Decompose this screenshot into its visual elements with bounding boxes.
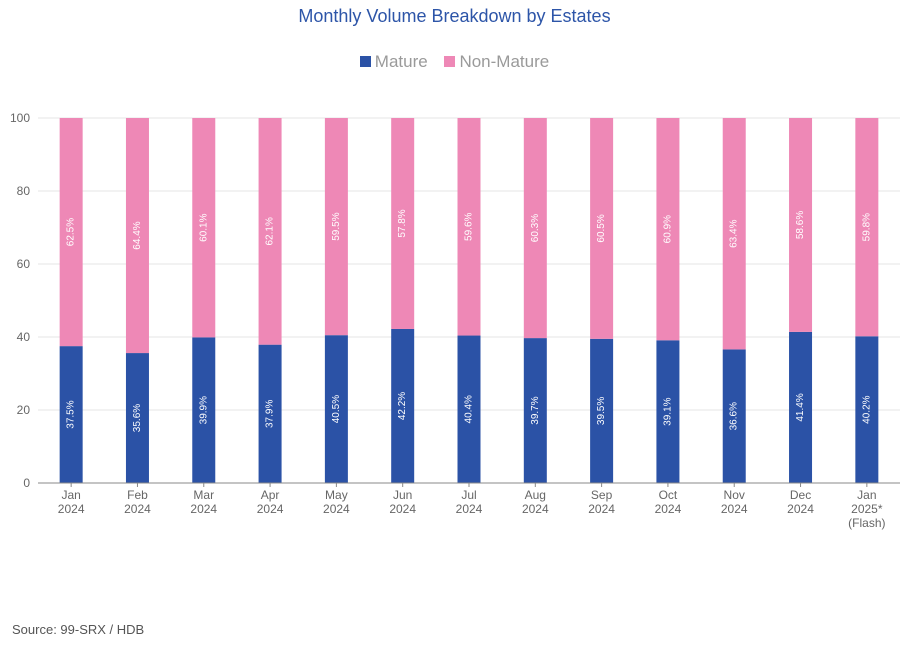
data-label-non-mature: 59.5% <box>331 212 342 240</box>
bar-non-mature[interactable] <box>789 118 813 332</box>
data-label-mature: 40.5% <box>331 395 342 423</box>
x-tick-label: Dec <box>790 488 811 502</box>
bar-mature[interactable] <box>722 349 746 483</box>
x-tick-label: 2024 <box>655 502 682 516</box>
data-label-mature: 39.1% <box>662 397 673 425</box>
x-tick-label: 2024 <box>787 502 814 516</box>
x-tick-label: 2024 <box>323 502 350 516</box>
bar-mature[interactable] <box>324 335 348 483</box>
data-label-mature: 42.2% <box>397 392 408 420</box>
bar-mature[interactable] <box>789 331 813 483</box>
x-tick-label: Jun <box>393 488 412 502</box>
data-label-mature: 39.9% <box>198 396 209 424</box>
y-tick-label: 100 <box>10 111 30 125</box>
x-tick-label: Jan <box>61 488 80 502</box>
data-label-non-mature: 62.1% <box>265 217 276 245</box>
y-tick-label: 20 <box>17 403 31 417</box>
bar-mature[interactable] <box>391 328 415 483</box>
y-tick-label: 40 <box>17 330 31 344</box>
data-label-non-mature: 62.5% <box>66 218 77 246</box>
x-tick-label: 2024 <box>124 502 151 516</box>
data-label-mature: 35.6% <box>132 404 143 432</box>
x-tick-label: May <box>325 488 348 502</box>
x-tick-label: 2024 <box>721 502 748 516</box>
legend-swatch-non-mature <box>444 56 456 67</box>
data-label-non-mature: 57.8% <box>397 209 408 237</box>
bar-non-mature[interactable] <box>192 118 216 338</box>
x-tick-label: Oct <box>659 488 678 502</box>
bar-mature[interactable] <box>59 346 83 483</box>
legend-item-mature[interactable]: Mature <box>359 52 428 72</box>
data-label-mature: 37.9% <box>265 400 276 428</box>
x-tick-label: 2024 <box>456 502 483 516</box>
data-label-non-mature: 58.6% <box>795 211 806 239</box>
bar-non-mature[interactable] <box>855 118 879 337</box>
data-label-non-mature: 60.9% <box>662 215 673 243</box>
data-label-mature: 36.6% <box>729 402 740 430</box>
x-tick-label: Aug <box>525 488 546 502</box>
data-label-mature: 39.7% <box>530 396 541 424</box>
bar-non-mature[interactable] <box>722 118 746 350</box>
y-tick-label: 0 <box>23 476 30 490</box>
legend-label-mature: Mature <box>374 52 428 71</box>
legend-item-non-mature[interactable]: Non-Mature <box>444 52 549 72</box>
data-label-non-mature: 60.1% <box>198 213 209 241</box>
data-label-non-mature: 63.4% <box>729 219 740 247</box>
bar-mature[interactable] <box>855 336 879 483</box>
bar-non-mature[interactable] <box>457 118 481 336</box>
bar-non-mature[interactable] <box>656 118 680 341</box>
legend-label-non-mature: Non-Mature <box>459 52 550 71</box>
x-tick-label: Mar <box>193 488 214 502</box>
data-label-non-mature: 60.5% <box>596 214 607 242</box>
x-tick-label: (Flash) <box>848 516 885 530</box>
y-tick-label: 60 <box>17 257 31 271</box>
x-tick-label: 2024 <box>588 502 615 516</box>
legend-swatch-mature <box>359 56 371 67</box>
data-label-mature: 39.5% <box>596 397 607 425</box>
x-tick-label: 2024 <box>257 502 284 516</box>
bar-non-mature[interactable] <box>523 118 547 339</box>
bar-non-mature[interactable] <box>258 118 282 345</box>
x-tick-label: 2024 <box>389 502 416 516</box>
bar-non-mature[interactable] <box>391 118 415 329</box>
bar-mature[interactable] <box>457 335 481 483</box>
y-tick-label: 80 <box>17 184 31 198</box>
bar-mature[interactable] <box>125 353 149 483</box>
x-tick-label: 2024 <box>58 502 85 516</box>
bar-mature[interactable] <box>192 337 216 483</box>
data-label-non-mature: 60.3% <box>530 214 541 242</box>
data-label-mature: 41.4% <box>795 393 806 421</box>
x-tick-label: Jul <box>461 488 476 502</box>
bar-non-mature[interactable] <box>590 118 614 339</box>
data-label-non-mature: 64.4% <box>132 221 143 249</box>
x-tick-label: Sep <box>591 488 613 502</box>
x-tick-label: Nov <box>724 488 745 502</box>
x-tick-label: 2024 <box>190 502 217 516</box>
data-label-non-mature: 59.8% <box>861 213 872 241</box>
data-label-mature: 40.4% <box>464 395 475 423</box>
source-note: Source: 99-SRX / HDB <box>12 622 145 637</box>
data-label-non-mature: 59.6% <box>464 212 475 240</box>
x-tick-label: 2025* <box>851 502 883 516</box>
bar-mature[interactable] <box>590 338 614 483</box>
bar-mature[interactable] <box>656 340 680 483</box>
x-tick-label: Feb <box>127 488 148 502</box>
chart-title: Monthly Volume Breakdown by Estates <box>298 6 611 26</box>
x-tick-label: 2024 <box>522 502 549 516</box>
chart-legend: Mature Non-Mature <box>0 52 909 72</box>
x-tick-label: Jan <box>857 488 876 502</box>
bar-non-mature[interactable] <box>324 118 348 336</box>
bar-non-mature[interactable] <box>59 118 83 347</box>
x-tick-label: Apr <box>261 488 280 502</box>
bar-mature[interactable] <box>523 338 547 483</box>
bar-non-mature[interactable] <box>125 118 149 354</box>
data-label-mature: 37.5% <box>66 400 77 428</box>
bar-mature[interactable] <box>258 344 282 483</box>
data-label-mature: 40.2% <box>861 395 872 423</box>
